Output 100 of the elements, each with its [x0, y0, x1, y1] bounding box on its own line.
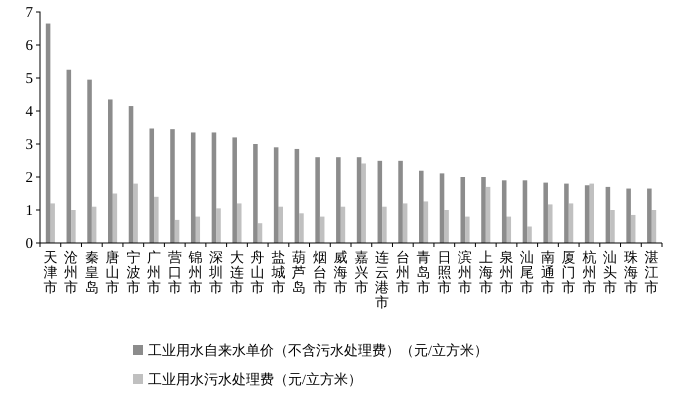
bar	[253, 144, 258, 243]
y-tick-label: 6	[26, 38, 34, 54]
bar	[50, 203, 55, 243]
bar	[502, 180, 506, 243]
bar	[460, 177, 466, 243]
y-tick-label: 0	[26, 236, 33, 252]
y-tick-label: 5	[26, 70, 33, 87]
x-tick-label: 唐山市	[106, 250, 120, 296]
bar	[548, 204, 553, 243]
x-tick-label: 泉州市	[500, 250, 514, 296]
x-tick-label: 天津市	[43, 251, 58, 296]
bar	[128, 106, 134, 243]
x-tick-label: 连云港市	[375, 250, 390, 311]
y-tick-label: 2	[26, 170, 33, 186]
y-tick-label: 3	[26, 136, 33, 153]
x-tick-label: 厦门市	[562, 250, 576, 296]
bar	[149, 128, 154, 243]
bar	[465, 216, 470, 243]
bar	[647, 188, 652, 243]
bar	[486, 186, 490, 243]
x-tick-label: 湛江市	[644, 250, 659, 296]
bar	[543, 182, 548, 243]
x-tick-label: 葫芦岛	[292, 250, 306, 296]
x-tick-label: 汕头市	[603, 250, 618, 296]
x-tick-label: 锦州市	[188, 250, 202, 296]
bar	[174, 220, 180, 243]
legend-label: 工业用水污水处理费（元/立方米）	[148, 372, 362, 388]
bar	[112, 194, 118, 243]
x-tick-label: 台州市	[396, 250, 410, 296]
bar	[424, 201, 428, 243]
bar	[584, 185, 590, 243]
bar	[87, 80, 92, 243]
bar	[356, 157, 362, 243]
x-tick-label: 盐城市	[270, 250, 286, 296]
bar	[626, 188, 631, 243]
bar	[378, 160, 382, 243]
bar	[444, 210, 449, 243]
x-tick-label: 沧州市	[64, 250, 78, 296]
bar	[481, 177, 486, 243]
bar	[133, 184, 138, 243]
bar	[315, 157, 320, 243]
x-tick-label: 秦皇岛	[84, 250, 99, 296]
bar	[258, 223, 262, 243]
bar	[610, 210, 615, 243]
x-tick-label: 舟山市	[250, 250, 265, 296]
bar	[568, 203, 574, 243]
bar	[46, 24, 50, 243]
bar	[71, 210, 76, 243]
x-tick-label: 上海市	[478, 250, 493, 296]
bar	[402, 203, 408, 243]
bar	[361, 163, 366, 243]
bar	[212, 132, 216, 243]
bar	[66, 70, 72, 243]
bar	[382, 206, 387, 243]
bar	[216, 208, 221, 243]
x-tick-label: 大连市	[230, 250, 244, 296]
bar	[294, 148, 300, 243]
bar	[278, 206, 283, 243]
bar	[564, 184, 569, 243]
bar	[606, 186, 610, 243]
bar	[340, 206, 346, 243]
bar	[652, 210, 656, 243]
x-tick-label: 滨州市	[458, 250, 472, 296]
bar	[170, 129, 175, 243]
bar	[522, 180, 528, 243]
bar	[232, 137, 237, 243]
x-tick-label: 嘉兴市	[354, 250, 368, 296]
x-tick-label: 宁波市	[126, 250, 140, 296]
x-tick-label: 青岛市	[416, 250, 431, 296]
x-tick-label: 汕尾市	[520, 250, 534, 296]
x-tick-label: 营口市	[168, 250, 182, 296]
bar	[108, 99, 113, 243]
bar	[190, 132, 196, 243]
bar	[527, 226, 532, 243]
legend-label: 工业用水自来水单价（不含污水处理费）（元/立方米）	[148, 343, 488, 359]
y-tick-label: 4	[26, 104, 34, 120]
bar	[336, 157, 341, 243]
bar	[440, 173, 444, 243]
y-tick-label: 1	[26, 202, 33, 219]
x-tick-label: 威海市	[334, 250, 348, 296]
bar	[236, 203, 242, 243]
y-tick-label: 7	[26, 4, 34, 21]
x-tick-label: 烟台市	[312, 250, 327, 296]
x-tick-label: 日照市	[437, 251, 452, 296]
bar	[398, 160, 403, 243]
bar	[274, 147, 278, 243]
x-tick-label: 南通市	[540, 250, 555, 296]
bar	[92, 206, 96, 243]
bar	[506, 216, 512, 243]
x-tick-label: 广州市	[147, 250, 162, 296]
bar	[154, 196, 159, 243]
x-tick-label: 珠海市	[624, 250, 638, 296]
bar	[299, 213, 304, 243]
bar	[419, 170, 424, 243]
bar	[589, 184, 594, 243]
bar	[320, 216, 324, 243]
x-tick-label: 深圳市	[208, 250, 224, 296]
bar	[196, 216, 200, 243]
bar	[630, 214, 636, 243]
x-tick-label: 杭州市	[581, 250, 596, 296]
